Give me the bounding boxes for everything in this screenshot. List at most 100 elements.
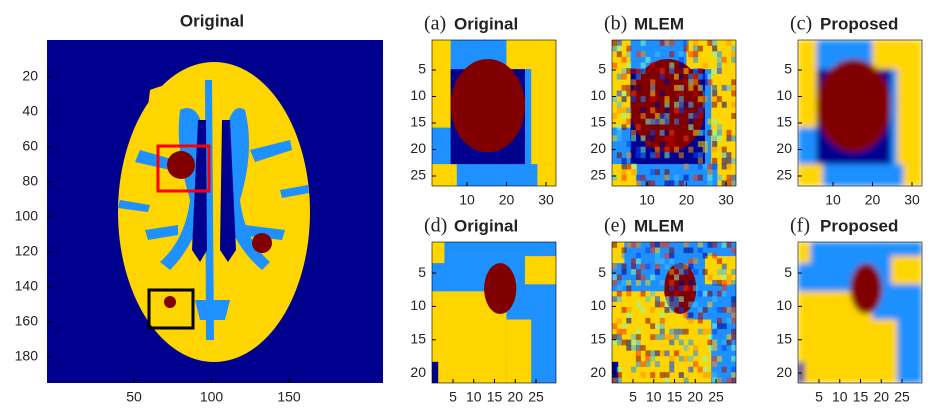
noise (688, 79, 693, 85)
noise (655, 264, 660, 270)
region (798, 164, 823, 186)
noise (679, 107, 684, 113)
noise (650, 152, 655, 158)
noise (650, 79, 655, 85)
noise (688, 258, 693, 264)
noise (684, 79, 689, 85)
noise (693, 350, 698, 356)
panel-title: Proposed (820, 14, 898, 33)
noise (617, 291, 622, 297)
noise (664, 79, 669, 85)
noise (717, 307, 722, 313)
noise (731, 46, 736, 52)
noise (707, 180, 712, 186)
noise (688, 318, 693, 324)
noise (636, 340, 641, 346)
noise (631, 91, 636, 97)
noise (655, 141, 660, 147)
noise (679, 57, 684, 63)
noise (650, 91, 655, 97)
x-tick-label: 20 (507, 389, 523, 405)
noise (664, 119, 669, 125)
noise (693, 152, 698, 158)
noise (669, 340, 674, 346)
noise (712, 329, 717, 335)
noise (707, 130, 712, 136)
y-tick-label: 10 (776, 87, 792, 103)
noise (660, 313, 665, 319)
noise (655, 247, 660, 253)
noise (641, 141, 646, 147)
panel-title: Proposed (820, 216, 898, 235)
noise (707, 79, 712, 85)
blur (798, 242, 922, 383)
noise (722, 242, 727, 248)
noise (631, 269, 636, 275)
noise (664, 130, 669, 136)
noise (674, 329, 679, 335)
noise (722, 102, 727, 108)
noise (712, 68, 717, 74)
noise (693, 79, 698, 85)
noise (650, 372, 655, 378)
noise (688, 356, 693, 362)
x-tick-label: 100 (200, 389, 224, 405)
noise (612, 135, 617, 141)
noise (679, 51, 684, 57)
noise (722, 147, 727, 153)
x-tick-label: 20 (499, 192, 515, 208)
noise (712, 130, 717, 136)
noise (631, 62, 636, 68)
noise (674, 302, 679, 308)
noise (626, 242, 631, 248)
noise (626, 285, 631, 291)
noise (641, 113, 646, 119)
noise (669, 345, 674, 351)
x-tick-label: 20 (873, 389, 889, 405)
noise (626, 141, 631, 147)
noise (707, 372, 712, 378)
noise (674, 296, 679, 302)
noise (645, 302, 650, 308)
noise (631, 296, 636, 302)
noise (664, 175, 669, 181)
noise (626, 323, 631, 329)
noise (707, 275, 712, 281)
noise (617, 124, 622, 130)
noise (669, 141, 674, 147)
noise (664, 296, 669, 302)
noise (712, 323, 717, 329)
noise (726, 242, 731, 248)
noise (703, 356, 708, 362)
noise (712, 141, 717, 147)
noise (669, 296, 674, 302)
noise (703, 329, 708, 335)
panel-image (798, 242, 922, 383)
noise (636, 334, 641, 340)
noise (698, 130, 703, 136)
noise (712, 96, 717, 102)
noise (626, 291, 631, 297)
noise (664, 135, 669, 141)
noise (684, 164, 689, 170)
panel-image (432, 242, 556, 383)
region (432, 164, 457, 186)
noise (669, 285, 674, 291)
noise (626, 313, 631, 319)
y-tick-label: 20 (410, 364, 426, 380)
noise (674, 264, 679, 270)
noise (669, 62, 674, 68)
y-tick-label: 20 (590, 364, 606, 380)
noise (626, 318, 631, 324)
noise (626, 107, 631, 113)
noise (722, 323, 727, 329)
noise (669, 302, 674, 308)
noise (674, 107, 679, 113)
noise (622, 74, 627, 80)
noise (617, 135, 622, 141)
noise (636, 356, 641, 362)
noise (722, 307, 727, 313)
noise (688, 102, 693, 108)
noise (636, 175, 641, 181)
blur (798, 40, 922, 186)
